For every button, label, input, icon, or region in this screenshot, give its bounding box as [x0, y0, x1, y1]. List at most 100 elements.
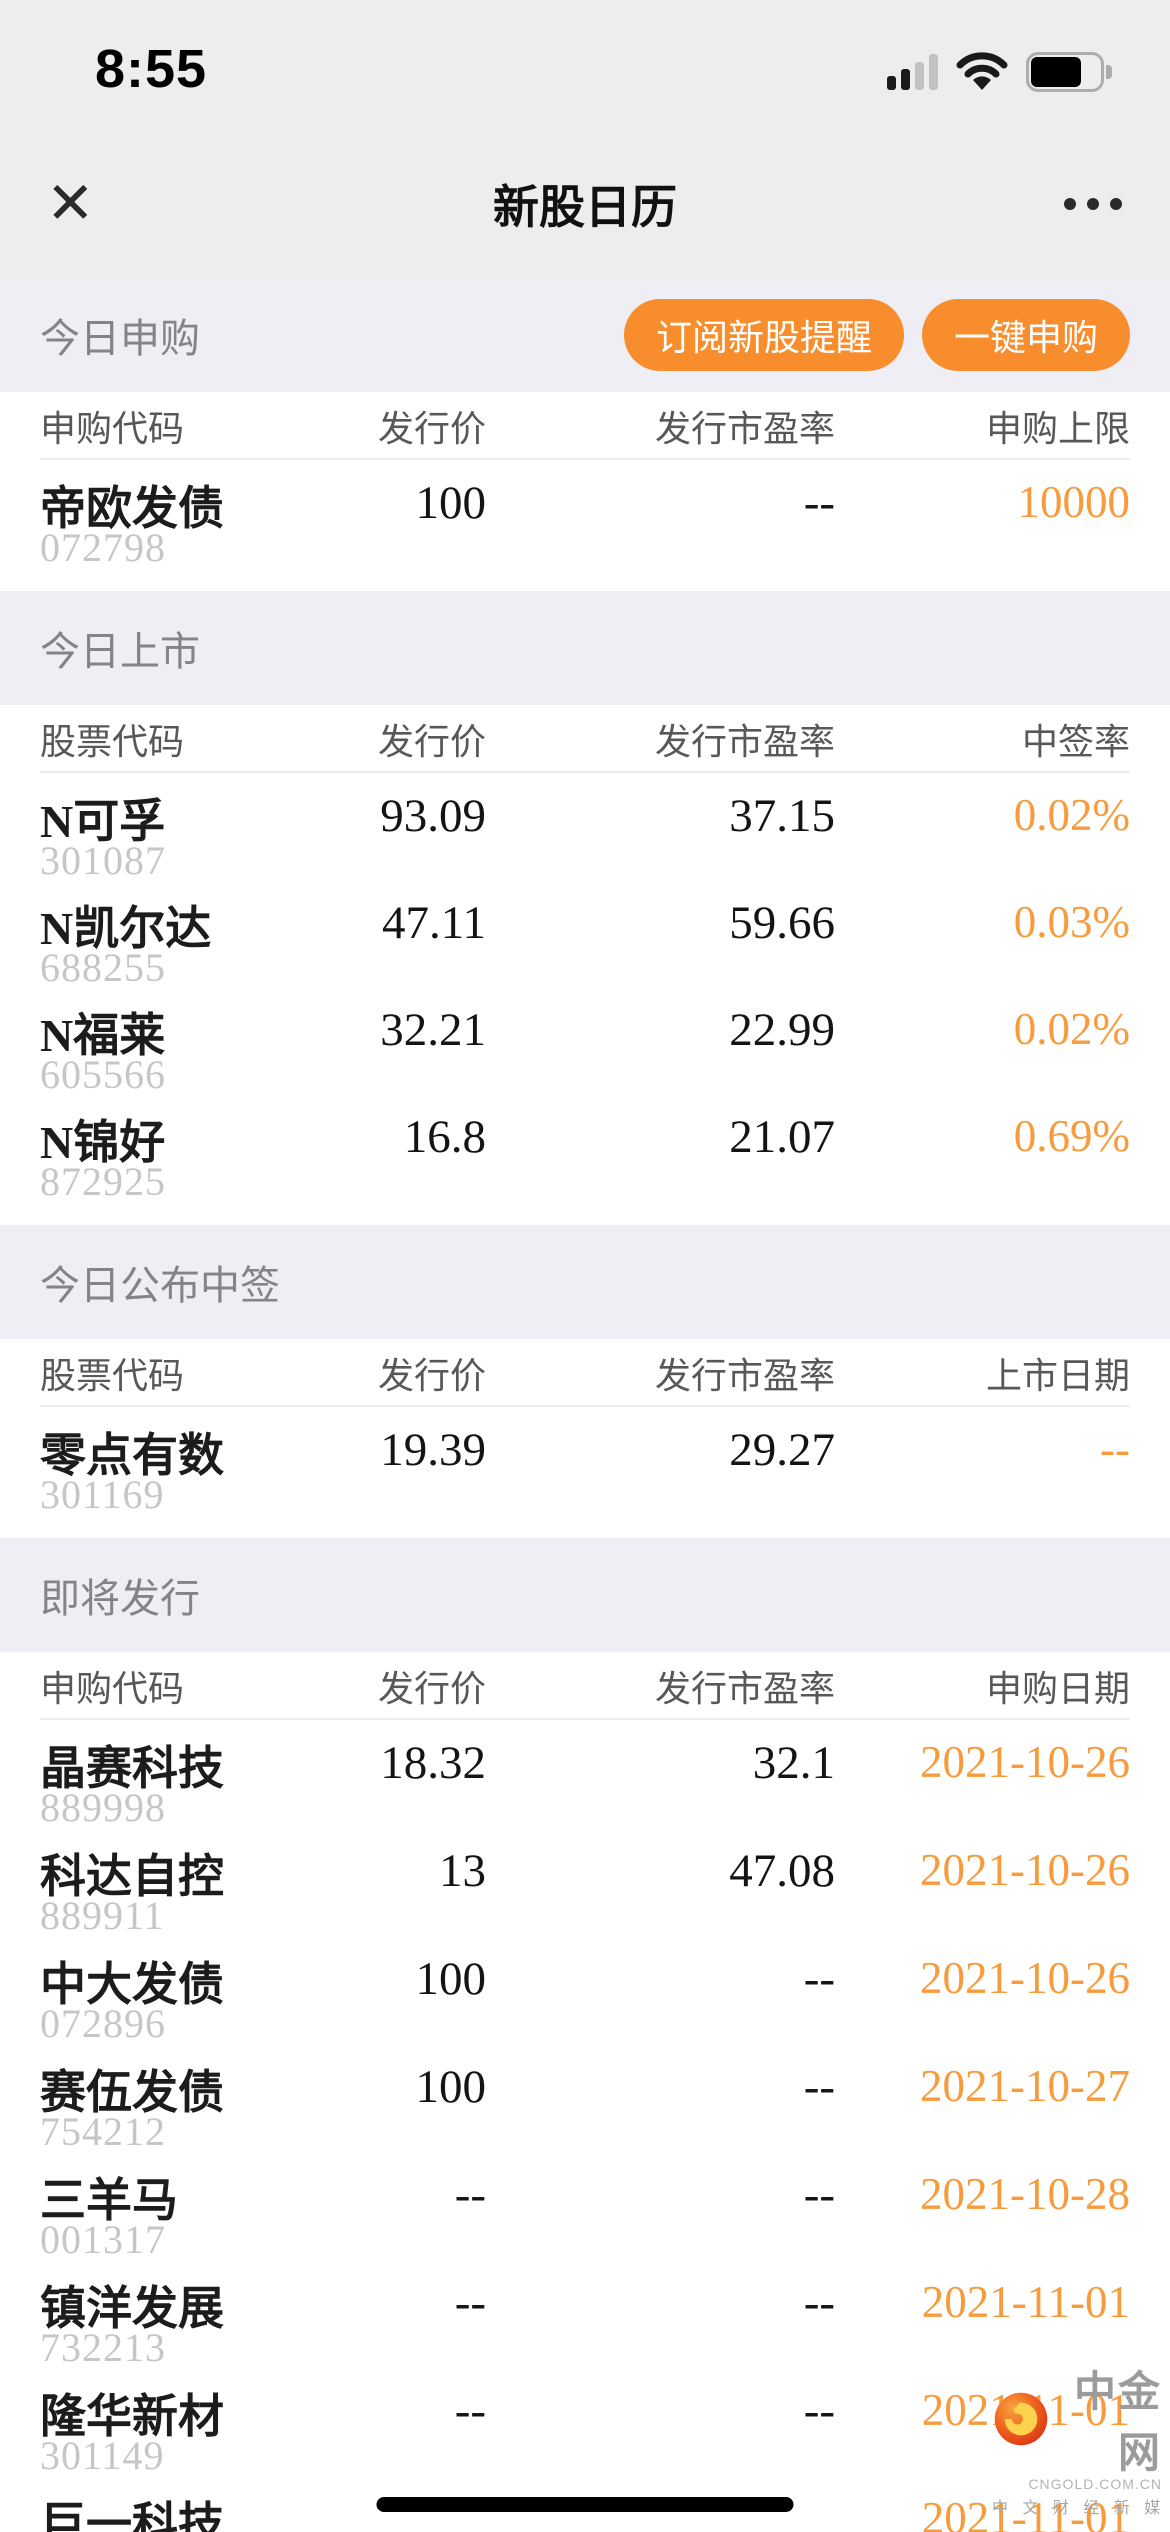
last-column-value: 2021-10-26: [920, 1845, 1130, 1895]
stock-code: 072896: [40, 2001, 166, 2046]
section-title: 今日上市: [40, 630, 200, 674]
stock-code: 754212: [40, 2109, 166, 2154]
table-header-row: 申购代码 发行价 发行市盈率 申购日期: [0, 1652, 1170, 1720]
table-row[interactable]: N凯尔达 688255 47.11 59.66 0.03%: [0, 880, 1170, 990]
table-row[interactable]: 赛伍发债 754212 100 -- 2021-10-27: [0, 2044, 1170, 2154]
stock-code: 889998: [40, 1785, 166, 1830]
section-title: 今日申购: [40, 317, 200, 361]
stock-name: 科达自控: [40, 1851, 224, 1902]
last-column-value: 0.02%: [1013, 1004, 1130, 1054]
status-icons: [887, 50, 1112, 92]
issue-price: 47.11: [381, 897, 486, 949]
watermark-name: 中金网: [1073, 2368, 1162, 2476]
home-indicator[interactable]: [376, 2497, 794, 2512]
cellular-signal-icon: [887, 52, 938, 92]
table-row[interactable]: N锦好 872925 16.8 21.07 0.69%: [0, 1094, 1170, 1204]
one-key-subscribe-button[interactable]: 一键申购: [921, 299, 1130, 371]
more-menu-icon[interactable]: [1064, 198, 1122, 210]
stock-name: N凯尔达: [40, 903, 212, 954]
stock-code: 605566: [40, 1052, 166, 1097]
close-icon[interactable]: ✕: [46, 171, 95, 236]
section-header-today-lottery: 今日公布中签: [0, 1225, 1170, 1339]
stock-name: 赛伍发债: [40, 2067, 224, 2118]
last-column-value: 2021-11-01: [921, 2493, 1130, 2532]
table-row[interactable]: 零点有数 301169 19.39 29.27 --: [0, 1407, 1170, 1517]
stock-name: 巨一科技: [40, 2499, 224, 2532]
page-title: 新股日历: [493, 181, 677, 233]
column-header: 发行市盈率: [654, 1668, 835, 1709]
section-today-subscribe: 今日申购 订阅新股提醒 一键申购申购代码 发行价 发行市盈率 申购上限帝欧发债 072798…: [0, 278, 1170, 591]
issue-pe-ratio: --: [803, 2061, 835, 2113]
section-today-listed: 今日上市 股票代码 发行价 发行市盈率 中签率 N可孚 301087 93.09 37.15 0.…: [0, 591, 1170, 1225]
cngold-watermark: 中金网 CNGOLD.COM.CN 中 文 财 经 新 媒 体: [992, 2358, 1170, 2518]
column-header: 申购代码: [40, 408, 185, 449]
table-upcoming: 申购代码 发行价 发行市盈率 申购日期 晶赛科技 889998 18.32 32.1 2021-…: [0, 1652, 1170, 2532]
stock-name: 帝欧发债: [40, 483, 224, 534]
stock-code: 001317: [40, 2217, 166, 2262]
stock-code: 072798: [40, 525, 166, 570]
battery-icon: [1026, 52, 1112, 92]
stock-code: 732213: [40, 2325, 166, 2370]
cngold-logo-icon: [994, 2392, 1048, 2446]
issue-price: 93.09: [380, 790, 486, 842]
stock-code: 301149: [40, 2433, 165, 2478]
issue-price: 100: [415, 2061, 487, 2113]
issue-price: --: [454, 2169, 486, 2221]
stock-code: 889911: [40, 1893, 165, 1938]
issue-pe-ratio: --: [803, 2169, 835, 2221]
table-row[interactable]: N可孚 301087 93.09 37.15 0.02%: [0, 773, 1170, 883]
subscribe-alert-button[interactable]: 订阅新股提醒: [623, 299, 904, 371]
stock-code: 301087: [40, 838, 166, 883]
column-header: 上市日期: [985, 1355, 1130, 1396]
table-today-subscribe: 申购代码 发行价 发行市盈率 申购上限 帝欧发债 072798 100 -- 10000: [0, 392, 1170, 591]
content: 今日申购 订阅新股提醒 一键申购 申购代码 发行价 发行市盈率 申购上限 帝欧发债 072798…: [0, 278, 1170, 2532]
issue-price: 19.39: [380, 1424, 486, 1476]
section-upcoming: 即将发行 申购代码 发行价 发行市盈率 申购日期 晶赛科技 889998 18.32 32.1 2…: [0, 1538, 1170, 2532]
table-row[interactable]: 巨一科技 2021-11-01: [0, 2476, 1170, 2532]
column-header: 发行市盈率: [654, 1355, 835, 1396]
issue-pe-ratio: 22.99: [729, 1004, 835, 1056]
table-today-lottery: 股票代码 发行价 发行市盈率 上市日期 零点有数 301169 19.39 29.27 --: [0, 1339, 1170, 1538]
column-header: 发行价: [377, 721, 486, 762]
table-row[interactable]: 帝欧发债 072798 100 -- 10000: [0, 460, 1170, 570]
section-today-lottery: 今日公布中签 股票代码 发行价 发行市盈率 上市日期 零点有数 301169 19.39 29.…: [0, 1225, 1170, 1538]
stock-name: N可孚: [40, 796, 166, 847]
last-column-value: 2021-10-28: [920, 2169, 1130, 2219]
column-header: 发行市盈率: [654, 408, 835, 449]
last-column-value: 2021-11-01: [921, 2277, 1130, 2327]
stock-name: N福莱: [40, 1010, 166, 1061]
wifi-icon: [956, 52, 1008, 90]
issue-price: 100: [415, 1953, 487, 2005]
issue-price: --: [454, 2277, 486, 2329]
stock-name: 三羊马: [40, 2175, 178, 2226]
issue-pe-ratio: 29.27: [729, 1424, 835, 1476]
column-header: 发行价: [377, 408, 486, 449]
table-today-listed: 股票代码 发行价 发行市盈率 中签率 N可孚 301087 93.09 37.15 0.02% N…: [0, 705, 1170, 1225]
table-row[interactable]: 晶赛科技 889998 18.32 32.1 2021-10-26: [0, 1720, 1170, 1830]
status-bar: 8:55: [0, 0, 1170, 130]
issue-price: 32.21: [380, 1004, 486, 1056]
issue-pe-ratio: 21.07: [729, 1111, 835, 1163]
column-header: 申购代码: [40, 1668, 185, 1709]
stock-name: 隆华新材: [40, 2391, 224, 2442]
issue-pe-ratio: 37.15: [729, 790, 835, 842]
table-row[interactable]: 镇洋发展 732213 -- -- 2021-11-01: [0, 2260, 1170, 2370]
column-header: 申购上限: [985, 408, 1130, 449]
issue-pe-ratio: --: [803, 1953, 835, 2005]
column-header: 发行市盈率: [654, 721, 835, 762]
stock-code: 688255: [40, 945, 166, 990]
section-header-today-listed: 今日上市: [0, 591, 1170, 705]
table-row[interactable]: 中大发债 072896 100 -- 2021-10-26: [0, 1936, 1170, 2046]
issue-price: 100: [415, 477, 487, 529]
stock-name: 镇洋发展: [40, 2283, 224, 2334]
column-header: 股票代码: [40, 1355, 185, 1396]
last-column-value: 0.03%: [1013, 897, 1130, 947]
issue-pe-ratio: --: [803, 2385, 835, 2437]
table-row[interactable]: N福莱 605566 32.21 22.99 0.02%: [0, 987, 1170, 1097]
column-header: 发行价: [377, 1355, 486, 1396]
section-header-upcoming: 即将发行: [0, 1538, 1170, 1652]
table-row[interactable]: 三羊马 001317 -- -- 2021-10-28: [0, 2152, 1170, 2262]
table-row[interactable]: 科达自控 889911 13 47.08 2021-10-26: [0, 1828, 1170, 1938]
last-column-value: 0.02%: [1013, 790, 1130, 840]
last-column-value: 2021-10-26: [920, 1953, 1130, 2003]
